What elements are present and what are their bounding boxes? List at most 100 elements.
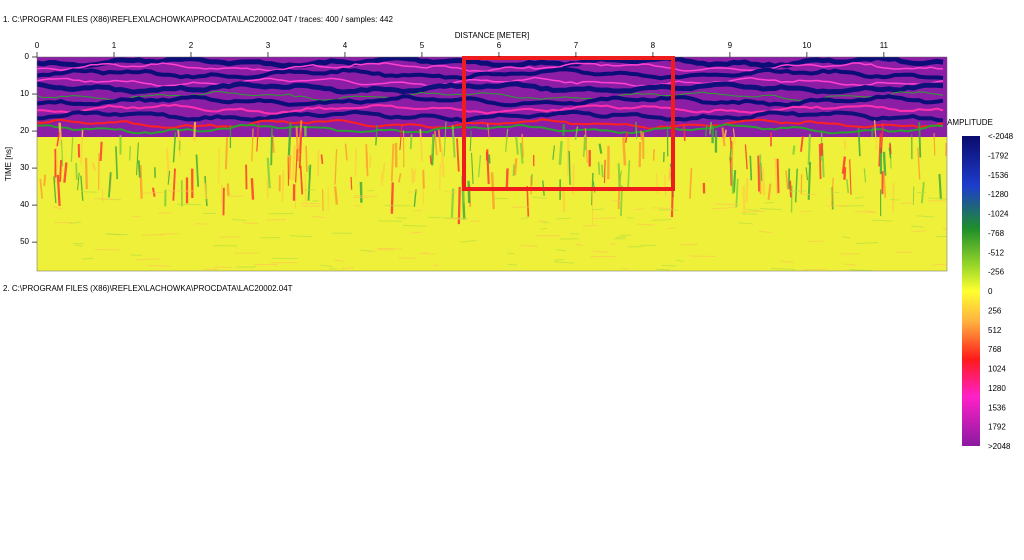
y-axis-title: TIME [ns] <box>4 147 13 181</box>
x-tick-label: 0 <box>35 41 40 50</box>
colorbar-label: 512 <box>988 326 1002 335</box>
texture <box>747 178 748 202</box>
texture <box>790 181 791 198</box>
texture <box>442 218 467 219</box>
texture <box>407 192 418 193</box>
texture <box>939 174 940 199</box>
texture <box>267 179 268 199</box>
texture <box>321 154 322 164</box>
colorbar-label: -1536 <box>988 171 1009 180</box>
texture <box>252 178 253 200</box>
texture <box>569 151 570 185</box>
texture <box>392 183 393 214</box>
texture <box>844 167 845 180</box>
texture <box>627 218 633 219</box>
texture <box>801 211 812 212</box>
colorbar-label: <-2048 <box>988 132 1014 141</box>
texture <box>641 131 642 140</box>
colorbar <box>962 136 980 446</box>
texture <box>323 189 324 211</box>
panel-header: 1. C:\PROGRAM FILES (X86)\REFLEX\LACHOWK… <box>3 15 393 24</box>
x-tick-label: 9 <box>728 41 733 50</box>
texture <box>890 199 898 200</box>
colorbar-label: 768 <box>988 345 1002 354</box>
x-axis-title: DISTANCE [METER] <box>455 31 530 40</box>
radargram <box>37 57 956 271</box>
texture <box>652 208 672 209</box>
texture <box>273 135 274 152</box>
colorbar-label: -768 <box>988 229 1005 238</box>
texture <box>141 235 166 236</box>
texture <box>763 167 765 195</box>
x-tick-label: 1 <box>112 41 117 50</box>
texture <box>635 123 636 133</box>
texture <box>101 142 102 161</box>
texture <box>556 218 570 219</box>
colorbar-title: AMPLITUDE <box>947 118 993 127</box>
texture <box>219 148 220 183</box>
texture <box>194 122 195 141</box>
texture <box>654 149 655 160</box>
texture <box>140 165 141 199</box>
colorbar-label: -1024 <box>988 210 1009 219</box>
texture <box>563 188 564 211</box>
texture <box>452 189 453 218</box>
x-tick-label: 6 <box>497 41 502 50</box>
texture <box>893 183 894 213</box>
texture <box>226 137 227 169</box>
texture <box>872 220 892 221</box>
texture <box>820 144 821 179</box>
colorbar-label: 1280 <box>988 384 1006 393</box>
colorbar-label: 0 <box>988 287 993 296</box>
texture <box>139 160 140 177</box>
x-tick-label: 4 <box>343 41 348 50</box>
texture <box>809 134 810 165</box>
texture <box>845 140 846 149</box>
texture <box>306 146 307 172</box>
texture <box>432 134 433 154</box>
texture <box>268 213 294 214</box>
texture <box>55 149 56 177</box>
x-tick-label: 11 <box>880 41 889 50</box>
texture <box>750 156 751 181</box>
x-tick-label: 8 <box>651 41 656 50</box>
texture <box>60 160 61 182</box>
panel-header: 2. C:\PROGRAM FILES (X86)\REFLEX\LACHOWK… <box>3 284 293 293</box>
texture <box>282 170 283 201</box>
texture <box>684 125 685 141</box>
y-tick-label: 20 <box>20 126 29 135</box>
texture <box>507 253 515 254</box>
texture <box>355 149 356 177</box>
texture <box>623 137 625 165</box>
y-tick-label: 0 <box>25 52 30 61</box>
texture <box>665 175 666 196</box>
texture <box>734 170 735 192</box>
colorbar-label: 256 <box>988 306 1002 315</box>
texture <box>469 181 470 203</box>
texture <box>93 162 95 171</box>
texture <box>884 152 885 176</box>
texture <box>934 133 935 155</box>
texture <box>560 141 562 165</box>
texture <box>132 216 140 217</box>
colorbar-label: 1792 <box>988 423 1006 432</box>
texture <box>351 177 352 190</box>
texture <box>445 192 457 193</box>
texture <box>732 141 733 169</box>
colorbar-label: -1280 <box>988 190 1009 199</box>
upper-band <box>37 57 947 137</box>
colorbar-label: -256 <box>988 268 1005 277</box>
texture <box>807 241 823 242</box>
texture <box>872 127 873 137</box>
texture <box>82 192 98 193</box>
texture <box>616 237 626 238</box>
texture <box>289 155 290 179</box>
texture <box>919 122 920 157</box>
texture <box>515 158 516 175</box>
y-tick-label: 40 <box>20 200 29 209</box>
y-tick-label: 50 <box>20 237 29 246</box>
texture <box>130 146 131 160</box>
colorbar-label: -1792 <box>988 151 1009 160</box>
colorbar-label: -512 <box>988 248 1005 257</box>
y-tick-label: 10 <box>20 89 29 98</box>
